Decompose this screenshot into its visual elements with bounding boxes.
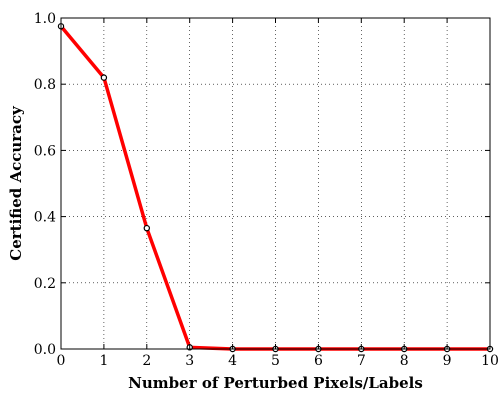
x-tick-label: 3 [185,353,194,369]
x-tick-label: 7 [357,353,366,369]
data-point [100,74,108,81]
x-tick-label: 10 [481,353,499,369]
x-tick-label: 2 [142,353,151,369]
y-axis-title: Certified Accuracy [7,105,25,261]
data-point [143,224,150,232]
x-tick-label: 4 [228,353,237,369]
x-tick-label: 8 [400,353,409,369]
plot-frame [60,17,491,350]
x-tick-label: 5 [271,353,280,369]
y-tick-label: 0.8 [34,77,56,93]
y-tick-label: 0.6 [34,143,56,159]
y-tick-label: 0.4 [34,210,56,226]
x-axis-title: Number of Perturbed Pixels/Labels [128,374,423,392]
y-tick-label: 0.0 [34,342,56,358]
y-tick-label: 1.0 [34,11,56,27]
x-tick-label: 9 [443,353,452,369]
x-tick-label: 1 [99,353,108,369]
x-tick-label: 0 [57,353,66,369]
y-tick-label: 0.2 [34,276,56,292]
axis-ticks: 0 1 2 3 4 5 6 7 8 9 10 0.0 0.2 0.4 0.6 0.8 1.0 [34,11,499,369]
x-tick-label: 6 [314,353,323,369]
grid-lines [60,17,491,350]
